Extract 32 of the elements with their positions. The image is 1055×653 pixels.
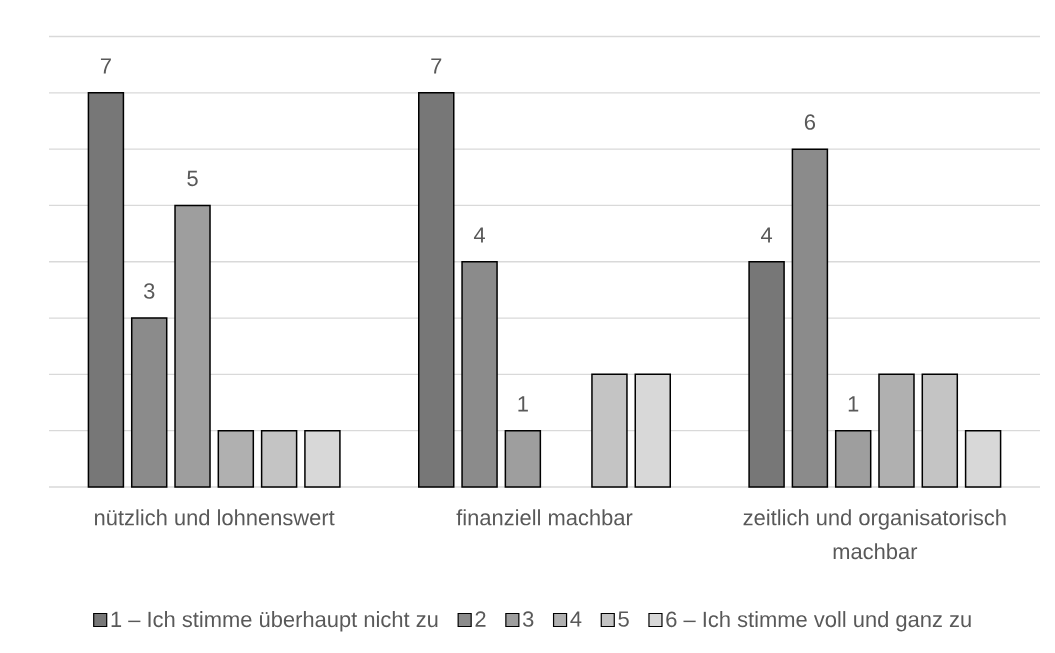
legend-label: 3: [522, 611, 534, 627]
data-label: 4: [473, 227, 485, 243]
bar: [591, 373, 628, 488]
bar: [461, 261, 498, 488]
bar: [418, 92, 455, 488]
bar: [174, 204, 211, 488]
data-label: 6: [804, 114, 816, 130]
bar: [748, 261, 785, 488]
data-label: 1: [518, 396, 528, 412]
data-label: 1: [848, 396, 859, 412]
legend-label: 6 – Ich stimme voll und ganz zu: [666, 611, 971, 632]
data-label: 7: [100, 58, 111, 74]
legend-label: 5: [618, 611, 629, 627]
legend-label: 1 – Ich stimme überhaupt nicht zu: [111, 611, 438, 632]
bar: [130, 317, 168, 488]
bar: [217, 429, 255, 488]
bar: [87, 92, 125, 488]
bar: [504, 429, 542, 488]
legend-label: 4: [570, 611, 582, 627]
bar: [921, 373, 959, 488]
bar: [834, 429, 872, 488]
bar: [791, 148, 829, 488]
data-label: 4: [761, 227, 773, 243]
x-tick-label: finanziell machbar: [456, 509, 633, 526]
x-tick-label: zeitlich und organisatorisch machbar: [743, 509, 1006, 560]
x-tick-label: nützlich und lohnenswert: [95, 509, 335, 526]
bar: [260, 429, 298, 488]
legend-label: 2: [475, 611, 486, 627]
data-label: 7: [431, 58, 442, 74]
data-label: 5: [187, 170, 198, 187]
data-label: 3: [143, 283, 155, 299]
bar: [878, 373, 915, 488]
